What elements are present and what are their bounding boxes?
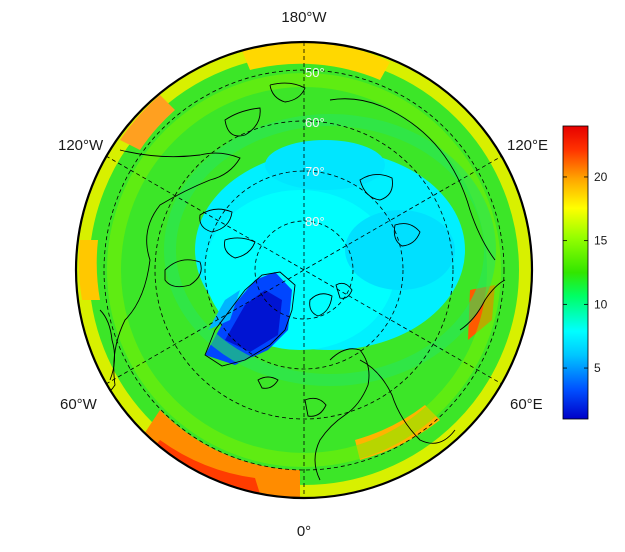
lon-label-60e: 60°E xyxy=(510,396,543,413)
lat-circle-50 xyxy=(103,69,505,471)
colorbar-ticks: 5 10 15 20 xyxy=(563,170,608,375)
lon-label-60w: 60°W xyxy=(60,396,98,413)
latitude-labels: 50° 60° 70° 80° xyxy=(305,65,325,229)
lat-label-50: 50° xyxy=(305,65,325,80)
longitude-labels: 180°W 120°W 120°E 60°W 60°E 0° xyxy=(58,9,548,540)
lat-circle-80 xyxy=(254,220,354,320)
graticule xyxy=(103,42,505,498)
colorbar: 5 10 15 20 xyxy=(562,125,608,420)
lon-label-180w: 180°W xyxy=(281,9,327,26)
colorbar-gradient xyxy=(562,125,589,420)
lon-label-0: 0° xyxy=(297,523,311,540)
meridian-60w-120e xyxy=(105,155,503,385)
colorbar-tick-label: 20 xyxy=(594,170,608,184)
coastlines xyxy=(94,82,506,481)
meridian-60e-120w xyxy=(105,155,503,385)
lat-label-60: 60° xyxy=(305,115,325,130)
colorbar-tick-label: 10 xyxy=(594,297,608,311)
map-border xyxy=(74,40,534,500)
colorbar-tick-label: 15 xyxy=(594,234,608,248)
lat-label-80: 80° xyxy=(305,214,325,229)
lon-label-120w: 120°W xyxy=(58,137,104,154)
colorbar-tick-label: 5 xyxy=(594,361,601,375)
lat-label-70: 70° xyxy=(305,164,325,179)
lon-label-120e: 120°E xyxy=(507,137,548,154)
